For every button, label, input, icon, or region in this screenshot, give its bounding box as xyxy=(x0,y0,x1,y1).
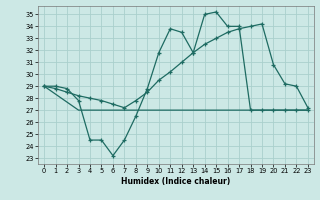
X-axis label: Humidex (Indice chaleur): Humidex (Indice chaleur) xyxy=(121,177,231,186)
